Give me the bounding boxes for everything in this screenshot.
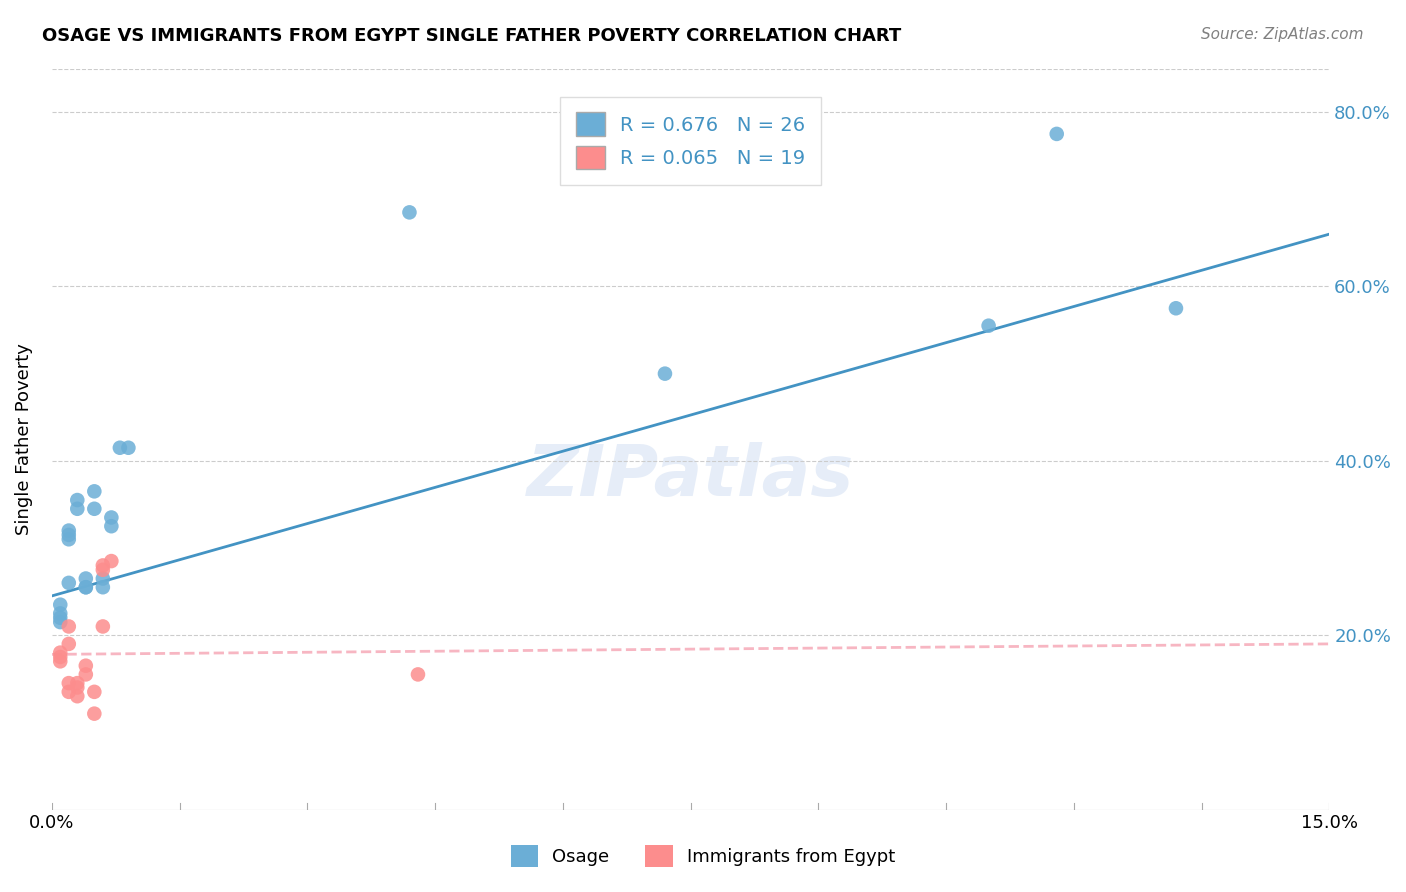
Point — [49, 650, 72, 665]
Point — [49, 654, 72, 668]
Point — [49, 611, 72, 625]
Point — [83, 484, 105, 499]
Point — [75, 580, 97, 594]
Point — [654, 367, 676, 381]
Point — [406, 667, 429, 681]
Point — [398, 205, 420, 219]
Point — [58, 528, 80, 542]
Point — [117, 441, 139, 455]
Y-axis label: Single Father Poverty: Single Father Poverty — [15, 343, 32, 535]
Point — [75, 580, 97, 594]
Point — [58, 524, 80, 538]
Point — [49, 607, 72, 621]
Point — [49, 646, 72, 660]
Point — [49, 615, 72, 629]
Point — [91, 558, 114, 573]
Point — [83, 685, 105, 699]
Point — [58, 685, 80, 699]
Point — [100, 554, 122, 568]
Point — [66, 501, 89, 516]
Point — [58, 533, 80, 547]
Point — [83, 501, 105, 516]
Point — [108, 441, 131, 455]
Point — [75, 658, 97, 673]
Point — [91, 563, 114, 577]
Text: ZIPatlas: ZIPatlas — [527, 442, 855, 510]
Point — [66, 681, 89, 695]
Point — [100, 510, 122, 524]
Point — [75, 572, 97, 586]
Text: Source: ZipAtlas.com: Source: ZipAtlas.com — [1201, 27, 1364, 42]
Point — [75, 667, 97, 681]
Point — [83, 706, 105, 721]
Point — [66, 493, 89, 508]
Text: OSAGE VS IMMIGRANTS FROM EGYPT SINGLE FATHER POVERTY CORRELATION CHART: OSAGE VS IMMIGRANTS FROM EGYPT SINGLE FA… — [42, 27, 901, 45]
Point — [91, 572, 114, 586]
Point — [1046, 127, 1069, 141]
Point — [66, 676, 89, 690]
Point — [58, 676, 80, 690]
Point — [91, 580, 114, 594]
Point — [977, 318, 1000, 333]
Point — [66, 690, 89, 704]
Point — [58, 619, 80, 633]
Point — [100, 519, 122, 533]
Point — [58, 575, 80, 590]
Legend: Osage, Immigrants from Egypt: Osage, Immigrants from Egypt — [503, 838, 903, 874]
Point — [58, 637, 80, 651]
Point — [1164, 301, 1187, 316]
Point — [49, 598, 72, 612]
Point — [91, 619, 114, 633]
Legend: R = 0.676   N = 26, R = 0.065   N = 19: R = 0.676 N = 26, R = 0.065 N = 19 — [560, 96, 821, 185]
